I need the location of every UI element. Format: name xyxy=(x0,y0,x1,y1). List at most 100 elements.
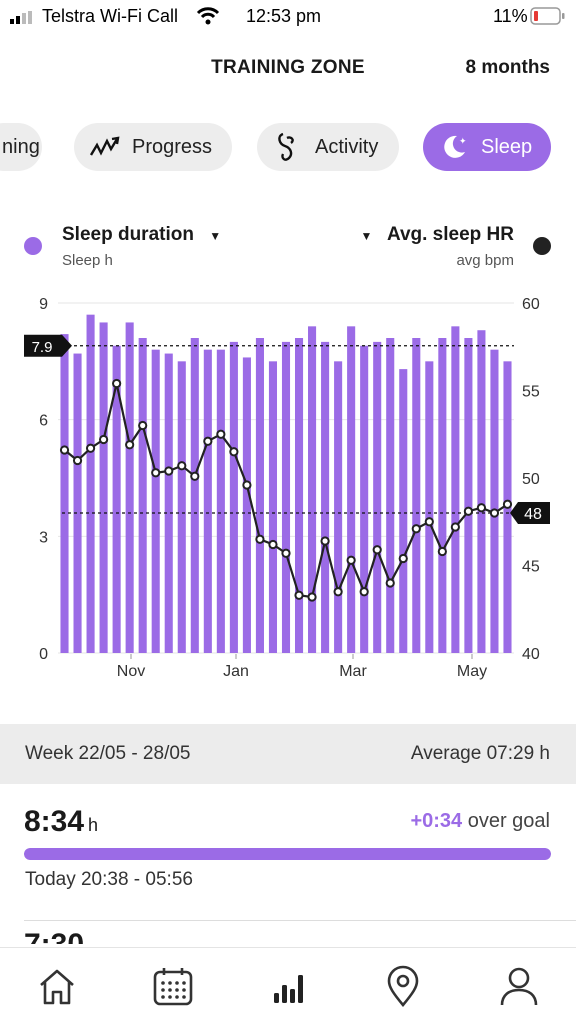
hr-point xyxy=(59,445,70,455)
sleep-bar xyxy=(268,361,278,653)
chevron-down-icon: ▼ xyxy=(209,229,222,243)
x-tick-label: Jan xyxy=(223,663,249,680)
goal-text: over goal xyxy=(467,810,550,832)
sleep-unit-label: Sleep h xyxy=(62,252,113,269)
x-tick-label: Nov xyxy=(117,663,145,680)
x-tick-label: May xyxy=(457,663,487,680)
week-average: Average 07:29 h xyxy=(410,743,550,764)
sleep-bar xyxy=(164,353,173,653)
next-duration: 7:30 xyxy=(24,930,424,944)
hr-point xyxy=(112,378,122,389)
hr-point xyxy=(489,508,500,518)
profile-icon xyxy=(500,967,538,1006)
sleep-duration-value: 8:34 h xyxy=(24,805,98,839)
sleep-legend-dot xyxy=(24,237,42,255)
duration-unit: h xyxy=(88,815,99,835)
nav-profile[interactable] xyxy=(494,962,544,1012)
sleep-bar xyxy=(125,322,134,653)
next-entry-peek[interactable]: 7:30 xyxy=(24,930,424,944)
tab-training[interactable]: ning xyxy=(0,123,42,171)
y-left-tick: 0 xyxy=(39,646,48,663)
hr-point xyxy=(177,461,187,471)
week-summary-bar[interactable]: Week 22/05 - 28/05 Average 07:29 h xyxy=(0,724,576,784)
sleep-avg-label: 7.9 xyxy=(32,339,53,356)
tab-progress[interactable]: Progress xyxy=(74,123,232,171)
sleep-bar xyxy=(490,349,499,653)
home-icon xyxy=(40,969,74,1005)
divider xyxy=(24,920,576,921)
bottom-nav xyxy=(0,947,576,1025)
tab-activity[interactable]: Activity xyxy=(257,123,399,171)
tab-label: Sleep xyxy=(481,135,533,158)
hr-point xyxy=(255,534,265,544)
chevron-down-icon: ▼ xyxy=(360,229,373,243)
sleep-bar xyxy=(203,349,212,653)
hr-point xyxy=(398,553,408,564)
y-right-tick: 60 xyxy=(522,296,540,313)
nav-home[interactable] xyxy=(32,962,82,1012)
sleep-bar xyxy=(386,338,395,653)
sleep-bar xyxy=(438,338,447,653)
hr-point xyxy=(164,466,174,476)
sleep-chart[interactable]: 0 3 6 9 40 45 50 55 60 Nov Jan Mar May 7.9 48 xyxy=(0,286,576,686)
sleep-bar xyxy=(190,338,199,653)
moon-icon: ✦ xyxy=(437,130,471,164)
hr-point xyxy=(411,524,421,534)
y-left-tick: 9 xyxy=(39,296,48,313)
sleep-bar xyxy=(242,357,251,653)
status-bar: Telstra Wi-Fi Call 12:53 pm 11% xyxy=(0,0,576,34)
hr-point xyxy=(333,587,343,597)
x-tick-label: Mar xyxy=(339,663,367,680)
hr-point xyxy=(320,536,330,546)
tab-label: Activity xyxy=(315,135,379,158)
sleep-bar xyxy=(177,361,186,653)
nav-calendar[interactable] xyxy=(148,962,198,1012)
hr-point xyxy=(463,506,473,516)
svg-text:✦: ✦ xyxy=(459,137,467,147)
y-right-tick: 50 xyxy=(522,471,540,488)
sleep-hr-selector[interactable]: ▼ Avg. sleep HR xyxy=(360,224,514,246)
hr-point xyxy=(424,517,434,527)
sleep-bar xyxy=(281,341,291,653)
y-right-tick: 45 xyxy=(522,559,540,576)
sleep-duration-selector[interactable]: Sleep duration ▼ xyxy=(62,224,221,246)
sleep-bar xyxy=(425,361,434,653)
hr-point xyxy=(502,499,513,509)
hr-point xyxy=(72,455,83,466)
sleep-bar xyxy=(373,341,382,653)
period-selector[interactable]: 8 months xyxy=(465,57,550,78)
sleep-hr-label: Avg. sleep HR xyxy=(386,224,514,245)
carrier-label: Telstra Wi-Fi Call xyxy=(42,6,179,26)
sleep-bar xyxy=(360,345,369,653)
duration-text: 8:34 xyxy=(24,805,85,838)
sleep-avg-badge xyxy=(24,334,72,357)
hr-avg-label: 48 xyxy=(524,506,542,523)
sleep-bar xyxy=(334,361,343,653)
sleep-bar xyxy=(347,326,356,653)
battery-low-icon xyxy=(530,7,565,25)
nav-training-zone[interactable] xyxy=(263,962,313,1012)
sleep-bar xyxy=(138,338,147,653)
sleep-bar xyxy=(477,330,486,653)
clock: 12:53 pm xyxy=(246,6,322,26)
sleep-bar xyxy=(112,345,121,653)
sleep-bar xyxy=(451,326,460,653)
hr-point xyxy=(242,480,252,490)
hr-point xyxy=(450,522,460,532)
hr-point xyxy=(294,590,304,600)
sleep-bar xyxy=(151,349,160,653)
sleep-bar xyxy=(86,314,95,653)
y-right-tick: 55 xyxy=(522,384,540,401)
hr-point xyxy=(216,429,226,439)
hr-point xyxy=(372,545,382,555)
battery-percent: 11% xyxy=(493,6,528,26)
nav-location[interactable] xyxy=(378,962,428,1012)
tab-sleep[interactable]: ✦ Sleep xyxy=(423,123,551,171)
goal-status: +0:34 over goal xyxy=(410,810,550,833)
hr-point xyxy=(346,555,356,565)
sleep-time-range: Today 20:38 - 05:56 xyxy=(25,869,193,890)
hr-point xyxy=(85,443,96,453)
activity-icon xyxy=(271,130,305,164)
sleep-bar xyxy=(464,338,473,653)
sleep-bar xyxy=(255,338,264,653)
